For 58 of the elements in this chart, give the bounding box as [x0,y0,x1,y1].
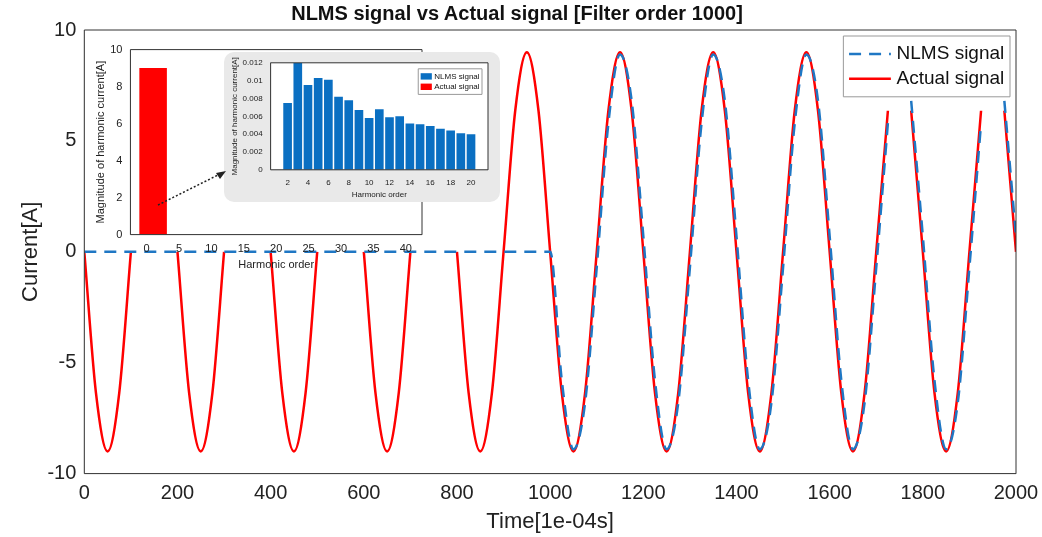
x-tick-label: 14 [405,177,415,187]
y-tick-label: -10 [47,461,77,484]
x-tick-label: 1600 [807,481,852,504]
x-tick-label: 15 [237,242,250,255]
legend-label: Actual signal [896,66,1005,88]
x-tick-label: 30 [334,242,348,255]
x-tick-label: 400 [253,481,288,504]
legend-label: Actual signal [434,82,480,91]
y-tick-label: 0.012 [242,58,264,67]
y-tick-label: -5 [58,350,77,373]
y-tick-label: 0 [258,165,264,174]
x-axis-title: Time[1e-04s] [486,507,614,533]
y-tick-label: 10 [110,42,123,55]
x-tick-label: 1800 [900,481,946,504]
x-tick-label: 800 [440,481,474,504]
x-tick-label: 1200 [621,481,666,504]
legend-label: NLMS signal [434,71,480,81]
x-tick-label: 20 [270,242,283,255]
legend-label: NLMS signal [896,42,1005,64]
x-tick-label: 200 [160,481,195,504]
y-tick-label: 5 [65,128,77,151]
y-tick-label: 0.006 [242,111,264,121]
bar [354,110,364,170]
bar [364,118,374,170]
y-tick-label: 0.01 [247,75,264,85]
x-tick-label: 5 [175,242,183,255]
y-tick-label: 6 [116,116,123,129]
y-axis-title: Current[A] [17,201,43,302]
y-tick-label: 0.008 [242,93,264,103]
x-tick-label: 10 [364,177,375,187]
x-tick-label: 4 [305,177,311,187]
bar [405,123,415,170]
y-tick-label: 4 [116,153,123,166]
x-tick-label: 1000 [527,481,573,504]
x-tick-label: 2000 [993,481,1039,504]
x-axis-title: Harmonic order [351,190,408,200]
y-axis-title: Magnitude of harmonic current[A] [230,57,239,176]
bar [415,124,425,170]
x-tick-label: 12 [385,177,395,187]
x-tick-label: 8 [346,177,352,187]
x-tick-label: 600 [347,481,381,504]
y-tick-label: 8 [116,79,123,92]
x-tick-label: 18 [446,177,456,187]
y-tick-label: 10 [54,17,77,40]
x-tick-label: 6 [326,177,332,187]
y-tick-label: 2 [116,190,123,203]
y-tick-label: 0 [116,227,123,240]
x-tick-label: 1400 [714,481,759,504]
chart-title: NLMS signal vs Actual signal [Filter order 1000] [291,1,743,24]
x-tick-label: 0 [143,242,150,255]
x-tick-label: 16 [425,177,436,187]
x-tick-label: 2 [285,177,291,187]
y-axis-title: Magnitude of harmonic current[A] [93,60,106,224]
x-tick-label: 20 [466,177,477,187]
bar [303,85,313,170]
y-tick-label: 0.002 [242,147,264,157]
bar [466,134,476,170]
y-tick-label: 0.004 [242,129,264,139]
